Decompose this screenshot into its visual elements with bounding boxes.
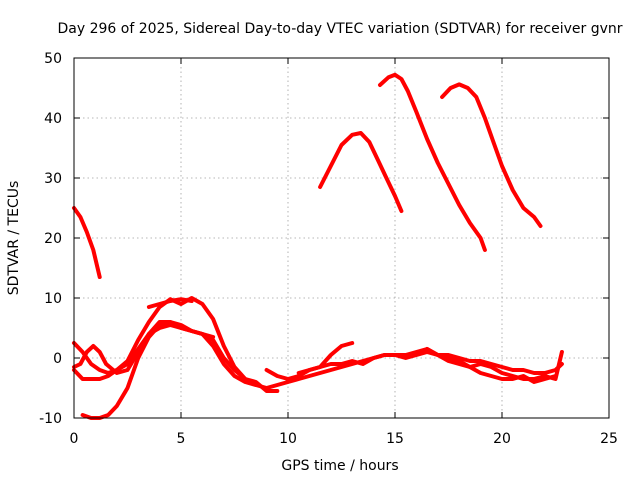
- series-line-arc-1: [72, 206, 102, 279]
- x-tick-label: 20: [493, 431, 511, 447]
- x-tick-label: 10: [279, 431, 297, 447]
- series-line-arc-2: [318, 131, 404, 213]
- x-tick-label: 0: [70, 431, 79, 447]
- series-line-arc-8: [72, 320, 216, 375]
- grid-lines: [74, 58, 609, 418]
- y-axis-title: SDTVAR / TECUs: [6, 181, 22, 296]
- series-line-arc-4: [440, 82, 543, 228]
- series-line-arc-13: [425, 347, 558, 384]
- x-tick-label: 25: [600, 431, 618, 447]
- y-tick-label: 10: [44, 291, 62, 307]
- data-series: [72, 72, 564, 420]
- y-tick-label: 30: [44, 171, 62, 187]
- series-line-arc-3: [378, 72, 487, 252]
- y-tick-label: 50: [44, 51, 62, 67]
- series-line-arc-6: [72, 323, 280, 393]
- y-tick-label: 40: [44, 111, 62, 127]
- chart-title: Day 296 of 2025, Sidereal Day-to-day VTE…: [57, 21, 622, 37]
- x-tick-label: 15: [386, 431, 404, 447]
- y-tick-label: 20: [44, 231, 62, 247]
- y-tick-label: 0: [53, 351, 62, 367]
- series-line-arc-9: [146, 297, 194, 309]
- y-tick-label: -10: [39, 411, 62, 427]
- series-line-arc-12: [296, 341, 355, 375]
- axis-ticks: 0 5 10 15 20 25 -10 0 10 20 30 40 50: [39, 51, 618, 447]
- series-line-arc-7: [80, 320, 258, 420]
- x-tick-label: 5: [177, 431, 186, 447]
- x-axis-title: GPS time / hours: [281, 458, 398, 474]
